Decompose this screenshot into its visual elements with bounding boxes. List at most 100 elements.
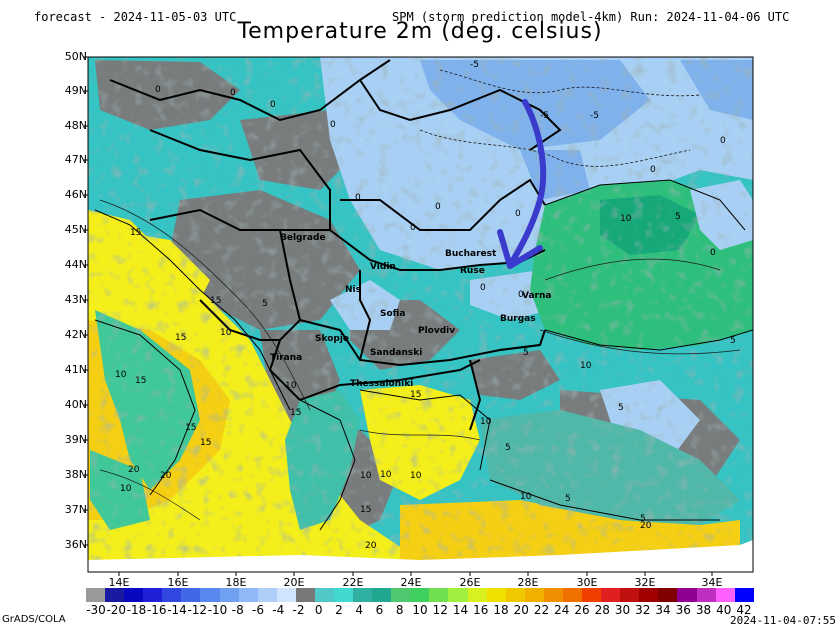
- colorbar-swatch: [448, 588, 468, 602]
- contour-label: -5: [540, 111, 549, 121]
- colorbar-swatch: [257, 588, 277, 602]
- contour-label: 15: [130, 228, 141, 238]
- contour-label: 15: [410, 390, 421, 400]
- no-data-area: [88, 540, 753, 572]
- contour-label: -5: [590, 111, 599, 121]
- negative-isotherms: [419, 69, 701, 167]
- contour-label: 5: [618, 403, 624, 413]
- colorbar-labels: -30 -20 -18 -16 -14 -12 -10 -8 -6 -4 -2 0 2 4 6 8 10 12 14…: [86, 603, 754, 619]
- colorbar-label: -20: [106, 603, 127, 617]
- colorbar-swatch: [219, 588, 239, 602]
- colorbar-swatch: [124, 588, 144, 602]
- colorbar-label: 8: [395, 603, 404, 617]
- axis-ticks: [84, 56, 713, 576]
- coastlines: [94, 179, 753, 531]
- lon-label: 34E: [701, 576, 723, 589]
- contour-label: 10: [120, 484, 132, 494]
- colorbar-label: 18: [493, 603, 509, 617]
- colorbar-swatch: [601, 588, 621, 602]
- contour-label: -5: [470, 60, 479, 70]
- colorbar-label: 24: [554, 603, 570, 617]
- city-label-burgas: Burgas: [500, 314, 536, 324]
- colorbar-swatch: [200, 588, 220, 602]
- contour-label: 0: [155, 85, 161, 95]
- lon-label: 18E: [225, 576, 247, 589]
- colorbar-swatch: [276, 588, 296, 602]
- contour-label: 15: [200, 438, 211, 448]
- city-label-ruse: Ruse: [460, 266, 485, 276]
- annotation-arrow: [497, 99, 547, 269]
- lat-label: 41N: [64, 363, 87, 376]
- colorbar-label: -6: [252, 603, 264, 617]
- colorbar-label: -16: [146, 603, 167, 617]
- colorbar-label: 38: [695, 603, 712, 617]
- colorbar-swatch: [372, 588, 392, 602]
- colorbar-swatch: [353, 588, 373, 602]
- contour-label: 10: [620, 214, 632, 224]
- colorbar-label: -4: [272, 603, 285, 617]
- colorbar-label: -18: [126, 603, 147, 617]
- contour-label: 0: [435, 202, 441, 212]
- contour-label: 15: [135, 376, 146, 386]
- colorbar-label: 2: [335, 603, 343, 617]
- colorbar-swatch: [524, 588, 544, 602]
- contour-label: 0: [270, 100, 276, 110]
- terrain-texture: [88, 57, 753, 572]
- contour-label: 0: [515, 209, 521, 219]
- contour-label: 5: [675, 212, 681, 222]
- colorbar-swatch: [181, 588, 201, 602]
- colorbar-swatch: [582, 588, 602, 602]
- colorbar-label: 36: [675, 603, 691, 617]
- colorbar-label: 42: [736, 603, 752, 617]
- lat-label: 50N: [64, 50, 87, 63]
- lon-label: 30E: [576, 576, 598, 589]
- colorbar-label: 0: [314, 603, 323, 617]
- contour-label: 20: [365, 541, 377, 551]
- contour-label: 5: [640, 514, 646, 524]
- colorbar-swatch: [562, 588, 583, 602]
- colorbar-swatch: [86, 588, 106, 602]
- colorbar-label: 32: [635, 603, 651, 617]
- colorbar-swatch: [715, 588, 735, 602]
- colorbar-swatch: [410, 588, 430, 602]
- colorbar-label: 26: [574, 603, 590, 617]
- contour-label: 15: [185, 423, 196, 433]
- colorbar-swatch: [467, 588, 487, 602]
- colorbar-swatch: [620, 588, 640, 602]
- lon-label: 16E: [167, 576, 189, 589]
- colorbar-swatch: [295, 588, 315, 602]
- colorbar-swatch: [734, 588, 754, 602]
- colorbar-swatch: [658, 588, 678, 602]
- contour-label: 10: [520, 492, 532, 502]
- colorbar-label: 12: [432, 603, 448, 617]
- isotherms: [99, 199, 741, 521]
- contour-label: 15: [360, 505, 371, 515]
- model-run-label: SPM (storm prediction model-4km) Run: 20…: [392, 10, 790, 24]
- colorbar-label: 40: [716, 603, 732, 617]
- colorbar-label: 34: [655, 603, 671, 617]
- lat-label: 46N: [64, 188, 87, 201]
- colorbar-swatch: [238, 588, 258, 602]
- contour-label: 10: [480, 417, 492, 427]
- colorbar-swatch: [314, 588, 335, 602]
- colorbar-label: 22: [533, 603, 550, 617]
- colorbar-label: -14: [167, 603, 187, 617]
- lat-label: 42N: [64, 328, 87, 341]
- contour-label: 10: [115, 370, 127, 380]
- contour-label: 0: [650, 165, 656, 175]
- colorbar-swatch: [639, 588, 659, 602]
- lon-label: 28E: [517, 576, 539, 589]
- contour-label: 15: [210, 296, 221, 306]
- colorbar-swatch: [334, 588, 354, 602]
- lat-label: 49N: [64, 84, 87, 97]
- colorbar-label: 20: [513, 603, 529, 617]
- colorbar-swatch: [696, 588, 716, 602]
- city-label-vidin: Vidin: [370, 262, 396, 272]
- city-label-plovdiv: Plovdiv: [418, 326, 455, 336]
- country-borders: [109, 59, 562, 431]
- software-credit: GrADS/COLA: [2, 614, 66, 625]
- city-label-skopje: Skopje: [315, 334, 349, 344]
- city-label-sofia: Sofia: [380, 309, 405, 319]
- lat-label: 44N: [64, 258, 87, 271]
